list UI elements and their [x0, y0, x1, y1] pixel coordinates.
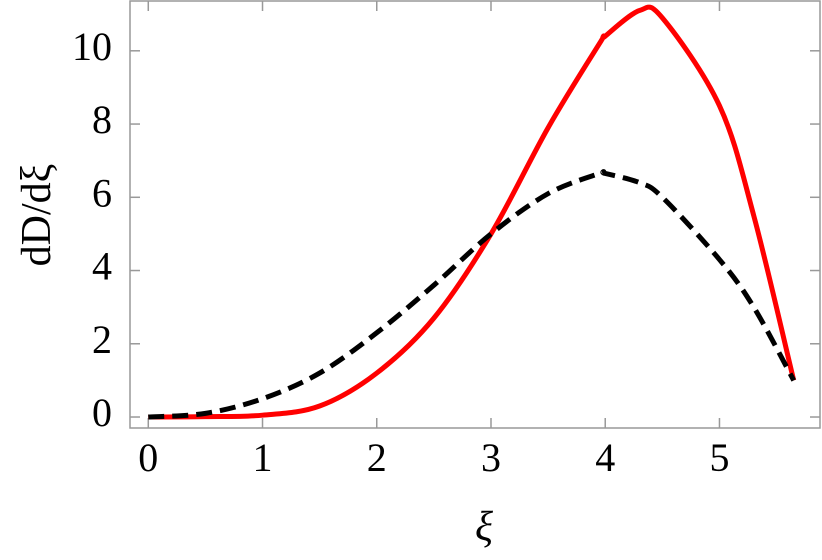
- x-axis-label: ξ: [475, 504, 493, 550]
- x-tick-label: 4: [595, 435, 615, 480]
- y-tick-label: 2: [92, 317, 112, 362]
- plot-frame: [129, 0, 821, 429]
- y-tick-label: 4: [92, 244, 112, 289]
- y-tick-label: 10: [72, 24, 112, 69]
- x-tick-label: 2: [367, 435, 387, 480]
- x-tick-label: 0: [138, 435, 158, 480]
- y-tick-label: 8: [92, 97, 112, 142]
- x-tick-label: 5: [709, 435, 729, 480]
- y-axis-label: dD/dξ: [14, 164, 60, 267]
- y-tick-label: 0: [92, 390, 112, 435]
- x-tick-label: 1: [253, 435, 273, 480]
- line-series: [148, 4, 797, 420]
- y-tick-label: 6: [92, 170, 112, 215]
- line-series: [148, 169, 796, 420]
- x-tick-label: 3: [481, 435, 501, 480]
